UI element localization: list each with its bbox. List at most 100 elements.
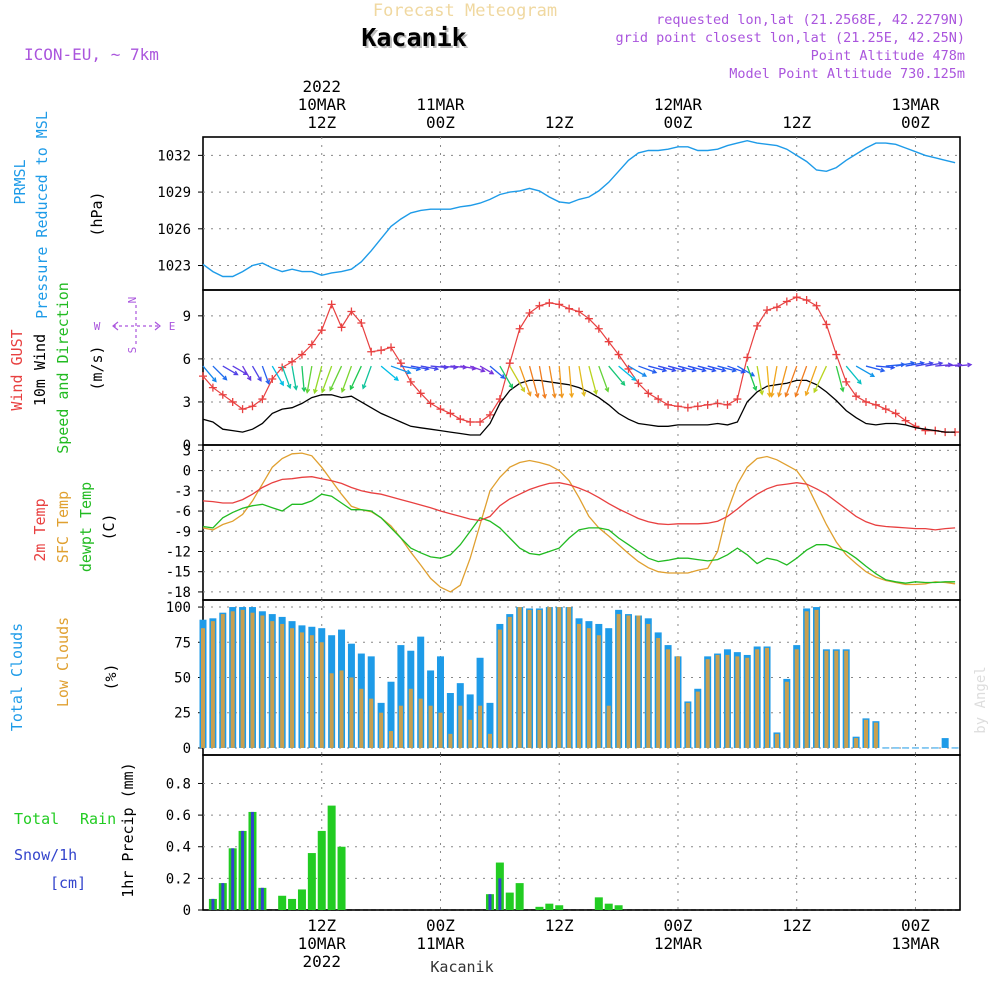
pressure-ytick-label: 1023: [157, 259, 191, 275]
wind-gust-label: Wind GUST: [8, 329, 26, 410]
wind-direction-arrow: [349, 365, 362, 390]
temp-unit: (C): [100, 513, 118, 540]
low-clouds-bar: [646, 623, 651, 748]
top-axis-label: 12MAR: [654, 95, 703, 114]
precip-unit: 1hr Precip (mm): [119, 762, 137, 897]
wind-direction-arrow: [380, 365, 399, 381]
wind-direction-arrow: [519, 365, 531, 396]
top-axis-label: 10MAR: [298, 95, 347, 114]
low-clouds-bar: [774, 733, 779, 748]
wind-arrow-head: [534, 393, 540, 399]
clouds-ytick-label: 75: [174, 635, 191, 651]
gust-marker: [248, 402, 257, 411]
wind-direction-arrow: [954, 364, 972, 367]
wind-arrow-head: [856, 379, 862, 385]
gust-marker: [871, 400, 880, 409]
wind-direction-arrow: [469, 365, 485, 372]
wind-arrow-head: [312, 388, 318, 395]
gust-marker: [337, 323, 346, 332]
wind-direction-arrow: [430, 365, 448, 369]
low-clouds-bar: [755, 649, 760, 748]
sfc-temp-line: [202, 452, 956, 593]
point-altitude: Point Altitude 478m: [811, 48, 965, 64]
low-clouds-bar: [418, 698, 423, 748]
low-clouds-bar: [270, 621, 275, 748]
wind-arrow-head: [938, 361, 944, 367]
compass-rose: N S W E: [94, 297, 176, 354]
gust-marker: [347, 307, 356, 316]
gust-marker: [654, 395, 663, 404]
low-clouds-bar: [567, 607, 572, 748]
low-clouds-label: Low Clouds: [54, 617, 72, 707]
low-clouds-bar: [517, 607, 522, 748]
wind-arrow-head: [759, 390, 765, 396]
rain-bar: [614, 905, 623, 910]
gust-marker: [268, 374, 277, 383]
precip-rain-label: Rain: [80, 810, 116, 828]
wind-direction-arrow: [440, 365, 457, 369]
total-clouds-bar: [417, 636, 425, 748]
wind-speed-dir-label: Speed and Direction: [54, 282, 72, 454]
wind-arrow-head: [794, 392, 800, 398]
wind-arrow-head: [559, 393, 565, 399]
bottom-axis-label: 13MAR: [891, 934, 940, 953]
wind-arrow-head: [740, 368, 746, 374]
wind-direction-arrow: [915, 362, 933, 367]
gust-marker: [208, 383, 217, 392]
wind-direction-arrow: [658, 365, 676, 372]
low-clouds-bar: [389, 731, 394, 748]
wind-direction-arrow: [835, 365, 844, 392]
low-clouds-bar: [586, 628, 591, 748]
wind-arrow-head: [257, 376, 262, 382]
gust-marker: [772, 303, 781, 312]
wind-arrow-head: [804, 391, 810, 397]
wind-arrow-head: [967, 362, 973, 368]
wind-direction-arrow: [341, 365, 353, 392]
rain-bar: [307, 853, 316, 910]
clouds-panel: 0 25 50 75 100: [166, 599, 961, 757]
wind-direction-arrow: [648, 365, 667, 372]
gust-marker: [228, 397, 237, 406]
snow-bar: [498, 878, 502, 910]
top-axis-label: 12Z: [545, 113, 574, 132]
gust-marker: [396, 359, 405, 368]
wind-arrow-head: [701, 367, 707, 373]
gust-marker: [357, 319, 366, 328]
gust-marker: [446, 409, 455, 418]
snow-bar: [250, 811, 254, 910]
low-clouds-bar: [359, 688, 364, 748]
wind-arrow-head: [839, 387, 845, 393]
low-clouds-bar: [290, 628, 295, 748]
wind-direction-arrow: [935, 363, 952, 367]
gust-marker: [545, 298, 554, 307]
low-clouds-bar: [863, 719, 868, 748]
snow-bar: [488, 894, 492, 910]
gust-marker: [297, 350, 306, 359]
pressure-ytick-label: 1029: [157, 185, 191, 201]
low-clouds-bar: [250, 612, 255, 748]
wind-direction-arrow: [785, 365, 798, 397]
wind-arrow-head: [604, 387, 610, 393]
pressure-line: [202, 139, 956, 278]
pressure-panel: 1023 1026 1029 1032: [157, 136, 961, 291]
low-clouds-bar: [240, 609, 245, 748]
temp-ytick-label: -3: [174, 484, 191, 500]
gust-marker: [812, 301, 821, 310]
precip-ytick-label: 0.2: [166, 871, 191, 887]
low-clouds-bar: [339, 670, 344, 748]
wind-direction-arrow: [222, 365, 238, 376]
location-title: Kacanik: [361, 23, 466, 52]
wind-direction-arrow: [271, 365, 284, 386]
low-clouds-bar: [735, 656, 740, 748]
wind-direction-arrow: [905, 362, 924, 367]
wind-direction-arrow: [677, 365, 696, 372]
wind-direction-arrow: [301, 366, 305, 392]
gust-marker: [426, 399, 435, 408]
wind-arrow-head: [233, 370, 239, 376]
wind-direction-arrow: [329, 365, 343, 391]
wind-unit: (m/s): [88, 345, 106, 390]
precip-cm-label: [cm]: [50, 874, 86, 892]
wind-direction-arrow: [865, 365, 885, 372]
rain-bar: [604, 903, 613, 910]
bottom-axis-label: 12Z: [782, 916, 811, 935]
